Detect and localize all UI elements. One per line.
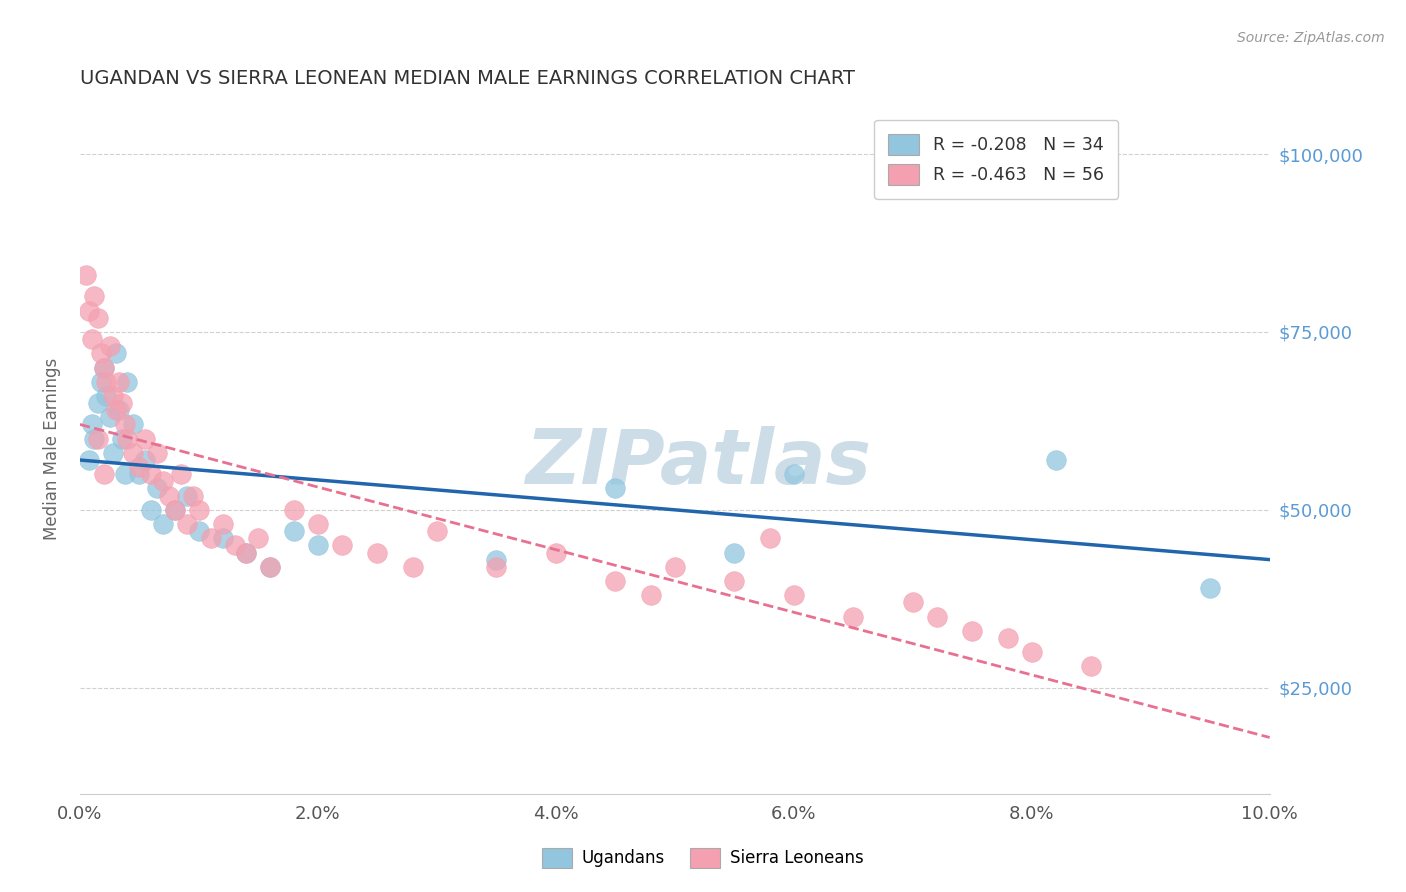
Point — [187, 503, 209, 517]
Point — [134, 432, 156, 446]
Point — [83, 432, 105, 446]
Text: ZIPatlas: ZIPatlas — [526, 426, 872, 500]
Point — [605, 482, 627, 496]
Point — [176, 517, 198, 532]
Point — [901, 595, 924, 609]
Y-axis label: Median Male Earnings: Median Male Earnings — [44, 359, 60, 541]
Point — [80, 332, 103, 346]
Point — [87, 432, 110, 446]
Point — [640, 588, 662, 602]
Point — [152, 517, 174, 532]
Point — [187, 524, 209, 538]
Point — [925, 609, 948, 624]
Point — [122, 446, 145, 460]
Point — [1080, 659, 1102, 673]
Point — [94, 375, 117, 389]
Point — [87, 396, 110, 410]
Point — [426, 524, 449, 538]
Point — [211, 531, 233, 545]
Point — [103, 389, 125, 403]
Point — [165, 503, 187, 517]
Point — [605, 574, 627, 588]
Point — [402, 559, 425, 574]
Point — [103, 446, 125, 460]
Point — [235, 545, 257, 559]
Point — [122, 417, 145, 432]
Point — [80, 417, 103, 432]
Point — [485, 559, 508, 574]
Point — [997, 631, 1019, 645]
Point — [108, 403, 131, 417]
Point — [783, 467, 806, 482]
Text: UGANDAN VS SIERRA LEONEAN MEDIAN MALE EARNINGS CORRELATION CHART: UGANDAN VS SIERRA LEONEAN MEDIAN MALE EA… — [80, 69, 855, 87]
Point — [93, 360, 115, 375]
Text: Source: ZipAtlas.com: Source: ZipAtlas.com — [1237, 31, 1385, 45]
Point — [134, 453, 156, 467]
Point — [152, 475, 174, 489]
Point — [544, 545, 567, 559]
Point — [664, 559, 686, 574]
Point — [114, 417, 136, 432]
Point — [307, 538, 329, 552]
Point — [783, 588, 806, 602]
Point — [93, 467, 115, 482]
Point — [1021, 645, 1043, 659]
Point — [211, 517, 233, 532]
Point — [146, 446, 169, 460]
Point — [83, 289, 105, 303]
Point — [90, 346, 112, 360]
Point — [759, 531, 782, 545]
Point — [117, 375, 139, 389]
Point — [259, 559, 281, 574]
Point — [117, 432, 139, 446]
Point — [98, 410, 121, 425]
Point — [224, 538, 246, 552]
Point — [366, 545, 388, 559]
Point — [1045, 453, 1067, 467]
Point — [75, 268, 97, 282]
Point — [141, 467, 163, 482]
Point — [170, 467, 193, 482]
Point — [110, 432, 132, 446]
Point — [110, 396, 132, 410]
Point — [181, 489, 204, 503]
Point — [79, 303, 101, 318]
Point — [723, 545, 745, 559]
Point — [114, 467, 136, 482]
Point — [330, 538, 353, 552]
Point — [165, 503, 187, 517]
Point — [98, 339, 121, 353]
Point — [87, 310, 110, 325]
Point — [235, 545, 257, 559]
Legend: Ugandans, Sierra Leoneans: Ugandans, Sierra Leoneans — [536, 841, 870, 875]
Point — [1199, 581, 1222, 595]
Point — [960, 624, 983, 638]
Point — [104, 403, 127, 417]
Point — [247, 531, 270, 545]
Point — [128, 460, 150, 475]
Point — [93, 360, 115, 375]
Point — [94, 389, 117, 403]
Point — [283, 524, 305, 538]
Point — [307, 517, 329, 532]
Point — [104, 346, 127, 360]
Point — [79, 453, 101, 467]
Point — [108, 375, 131, 389]
Point — [283, 503, 305, 517]
Point — [485, 552, 508, 566]
Point — [157, 489, 180, 503]
Point — [842, 609, 865, 624]
Point — [146, 482, 169, 496]
Point — [176, 489, 198, 503]
Point — [141, 503, 163, 517]
Legend: R = -0.208   N = 34, R = -0.463   N = 56: R = -0.208 N = 34, R = -0.463 N = 56 — [875, 120, 1118, 199]
Point — [90, 375, 112, 389]
Point — [128, 467, 150, 482]
Point — [200, 531, 222, 545]
Point — [259, 559, 281, 574]
Point — [723, 574, 745, 588]
